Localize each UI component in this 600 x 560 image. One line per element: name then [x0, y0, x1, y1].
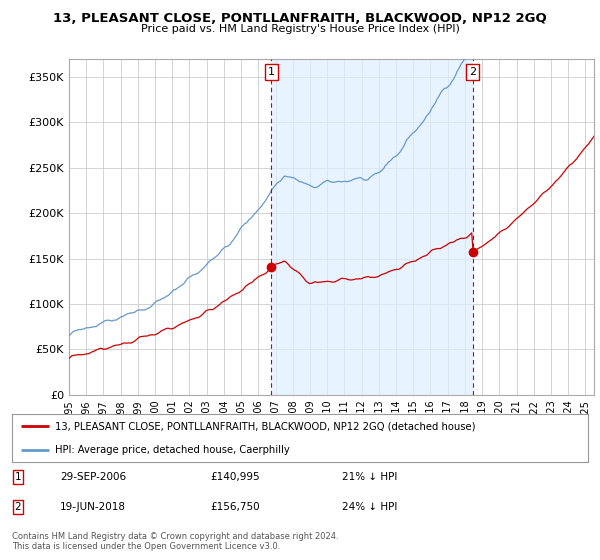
- Text: Contains HM Land Registry data © Crown copyright and database right 2024.
This d: Contains HM Land Registry data © Crown c…: [12, 532, 338, 552]
- Text: 13, PLEASANT CLOSE, PONTLLANFRAITH, BLACKWOOD, NP12 2GQ: 13, PLEASANT CLOSE, PONTLLANFRAITH, BLAC…: [53, 12, 547, 25]
- Text: 1: 1: [268, 67, 275, 77]
- Text: 2: 2: [14, 502, 22, 512]
- Text: HPI: Average price, detached house, Caerphilly: HPI: Average price, detached house, Caer…: [55, 445, 290, 455]
- Text: 29-SEP-2006: 29-SEP-2006: [60, 472, 126, 482]
- Text: £140,995: £140,995: [210, 472, 260, 482]
- Text: Price paid vs. HM Land Registry's House Price Index (HPI): Price paid vs. HM Land Registry's House …: [140, 24, 460, 34]
- Text: 19-JUN-2018: 19-JUN-2018: [60, 502, 126, 512]
- Text: 1: 1: [14, 472, 22, 482]
- Text: 13, PLEASANT CLOSE, PONTLLANFRAITH, BLACKWOOD, NP12 2GQ (detached house): 13, PLEASANT CLOSE, PONTLLANFRAITH, BLAC…: [55, 421, 476, 431]
- Text: 2: 2: [469, 67, 476, 77]
- Bar: [271, 59, 473, 395]
- Text: £156,750: £156,750: [210, 502, 260, 512]
- Text: 21% ↓ HPI: 21% ↓ HPI: [342, 472, 397, 482]
- Text: 24% ↓ HPI: 24% ↓ HPI: [342, 502, 397, 512]
